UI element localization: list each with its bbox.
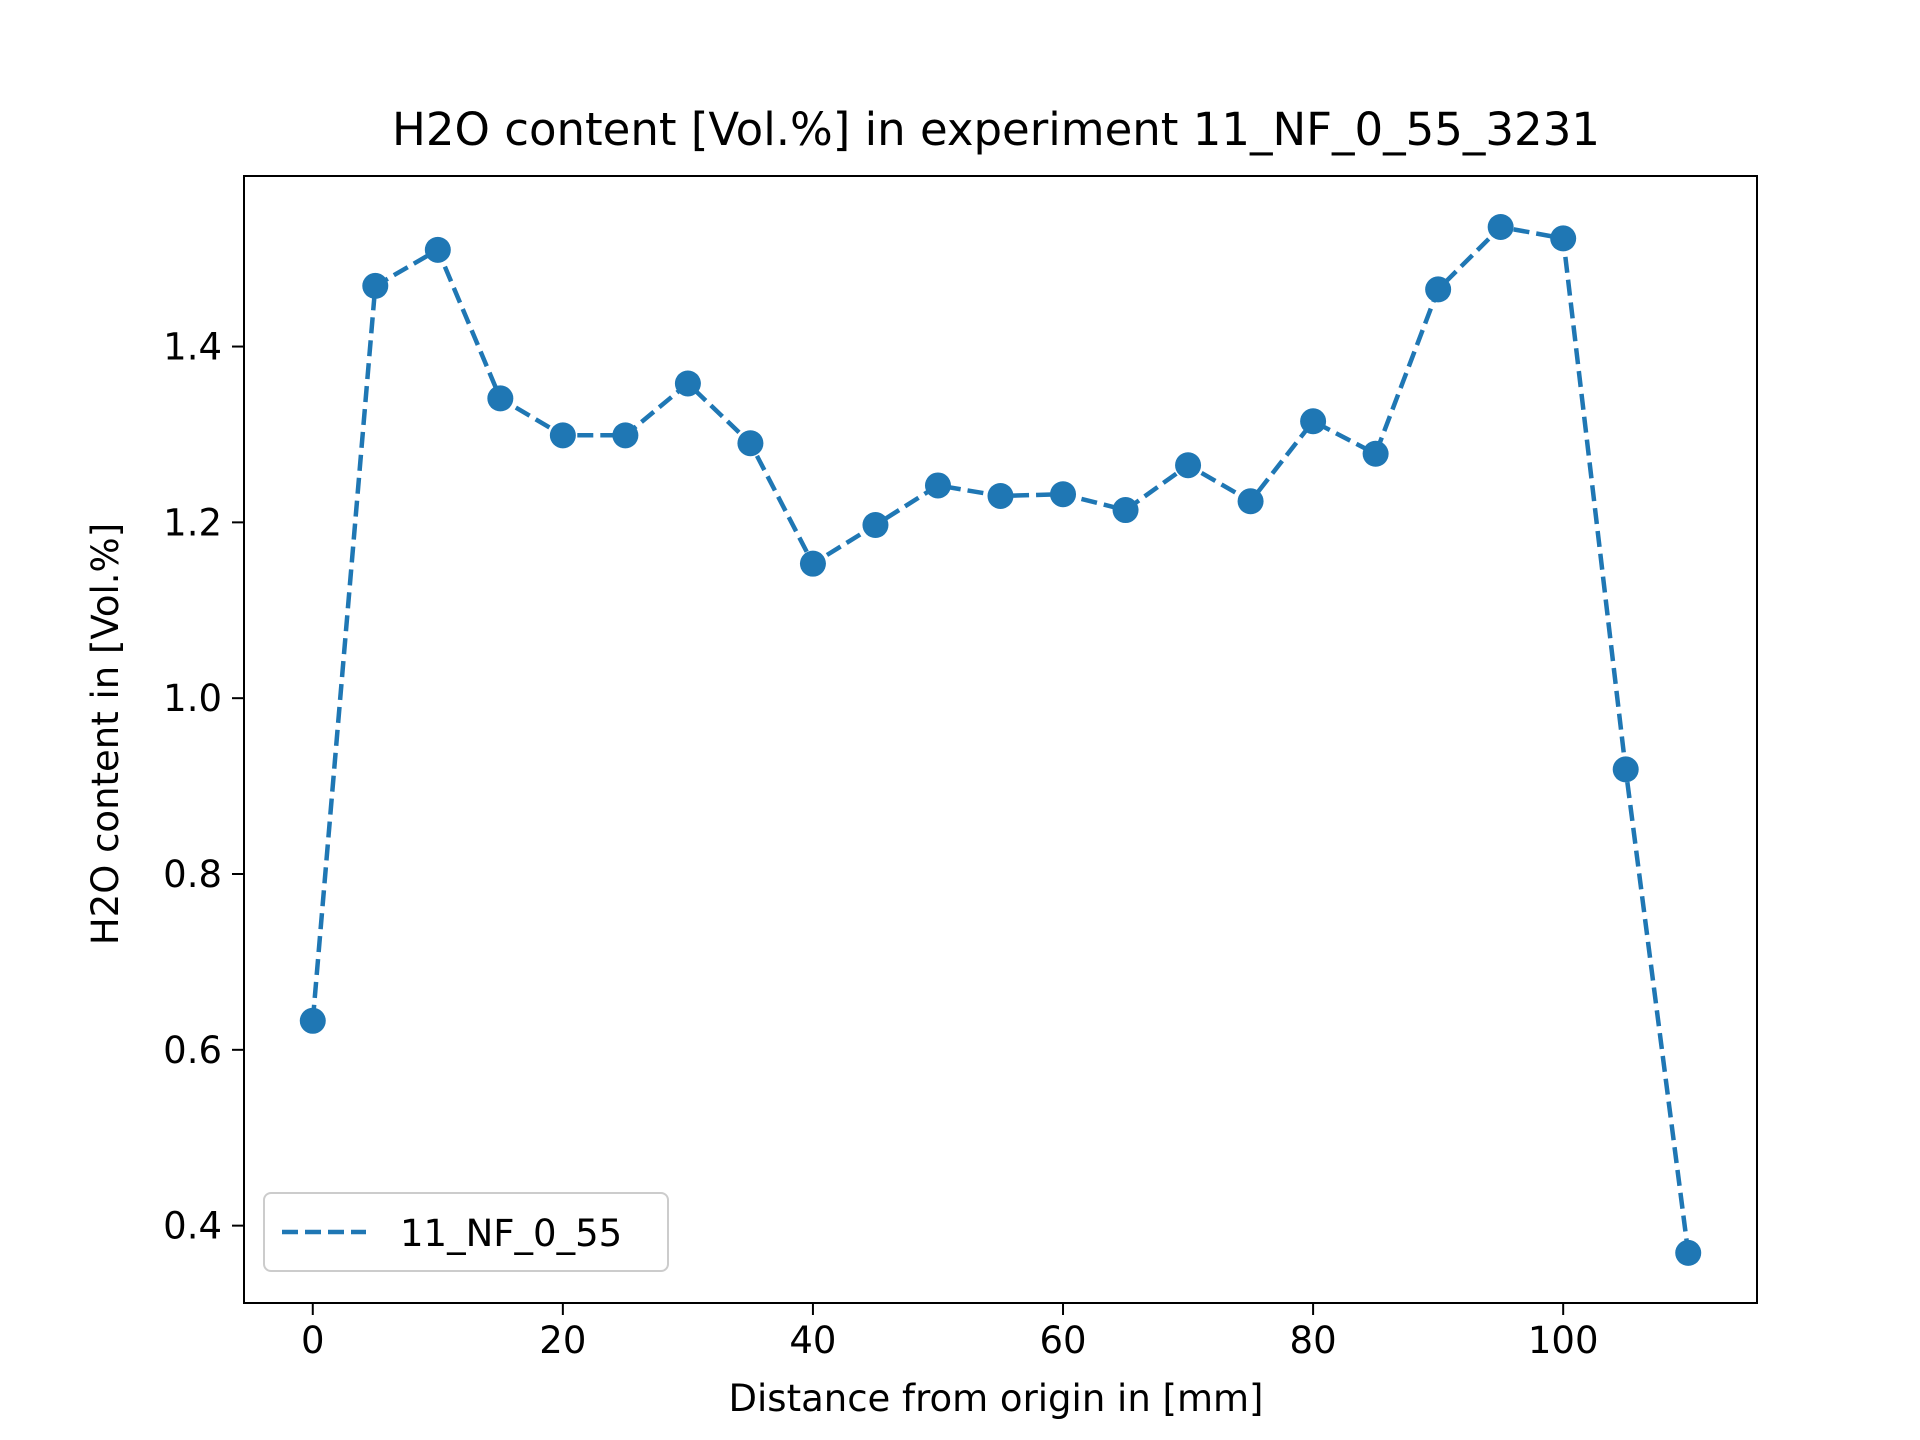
x-axis-label: Distance from origin in [mm] bbox=[729, 1377, 1264, 1420]
data-point bbox=[862, 512, 889, 539]
y-tick-label: 1.2 bbox=[163, 501, 222, 544]
y-axis: 0.4 0.6 0.8 1.0 1.2 1.4 bbox=[163, 326, 244, 1248]
y-axis-label: H2O content in [Vol.%] bbox=[84, 523, 127, 945]
data-point bbox=[299, 1007, 326, 1034]
data-point bbox=[924, 472, 951, 499]
plot-area bbox=[243, 175, 1758, 1304]
data-point bbox=[799, 550, 826, 577]
data-point bbox=[1362, 440, 1389, 467]
x-tick-label: 20 bbox=[539, 1319, 586, 1362]
data-point bbox=[737, 430, 764, 457]
data-point bbox=[1550, 225, 1577, 252]
data-point bbox=[549, 422, 576, 449]
x-tick-label: 100 bbox=[1528, 1319, 1599, 1362]
series-layer bbox=[299, 213, 1702, 1266]
data-point bbox=[1300, 408, 1327, 435]
plot-frame bbox=[243, 175, 1758, 1304]
x-axis: 0 20 40 60 80 100 bbox=[301, 1303, 1598, 1362]
y-tick-label: 1.4 bbox=[163, 326, 222, 369]
x-tick-label: 60 bbox=[1039, 1319, 1086, 1362]
data-point bbox=[1487, 213, 1514, 240]
x-tick-label: 40 bbox=[789, 1319, 836, 1362]
data-point bbox=[612, 422, 639, 449]
y-tick-label: 0.6 bbox=[163, 1029, 222, 1072]
data-point bbox=[1612, 756, 1639, 783]
data-point bbox=[1112, 497, 1139, 524]
data-point bbox=[1237, 488, 1264, 515]
data-point bbox=[1175, 452, 1202, 479]
legend-label: 11_NF_0_55 bbox=[400, 1212, 622, 1255]
data-point bbox=[424, 236, 451, 263]
data-point bbox=[1425, 276, 1452, 303]
y-tick-label: 0.4 bbox=[163, 1205, 222, 1248]
y-tick-label: 1.0 bbox=[163, 677, 222, 720]
data-point bbox=[1050, 481, 1077, 508]
data-point bbox=[987, 482, 1014, 509]
data-point bbox=[674, 370, 701, 397]
legend-box bbox=[263, 1192, 669, 1272]
data-point bbox=[1675, 1239, 1702, 1266]
data-point bbox=[362, 272, 389, 299]
y-tick-label: 0.8 bbox=[163, 853, 222, 896]
legend: 11_NF_0_55 bbox=[263, 1192, 669, 1272]
data-point bbox=[487, 385, 514, 412]
x-tick-label: 0 bbox=[301, 1319, 325, 1362]
chart-title: H2O content [Vol.%] in experiment 11_NF_… bbox=[392, 103, 1600, 156]
x-tick-label: 80 bbox=[1290, 1319, 1337, 1362]
